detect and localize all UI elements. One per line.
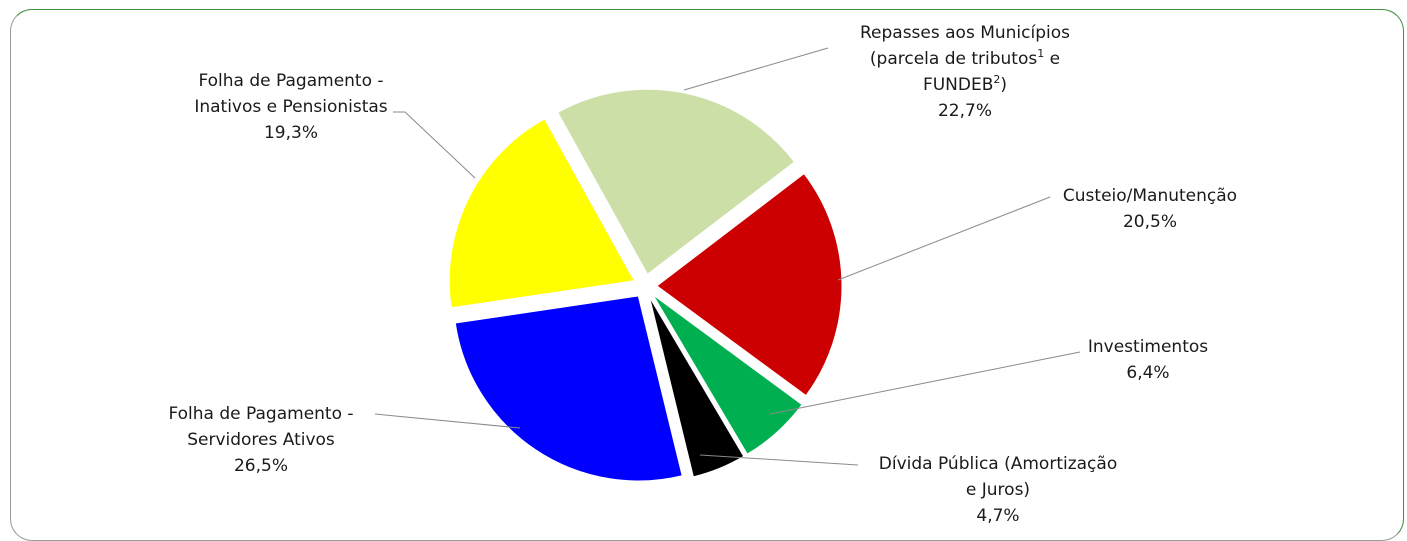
leader-line bbox=[699, 454, 859, 466]
leader-line bbox=[837, 196, 1051, 281]
leader-line bbox=[769, 351, 1081, 415]
slice-label: Dívida Pública (Amortização e Juros) 4,7% bbox=[879, 454, 1117, 526]
pie-slice bbox=[656, 172, 843, 397]
leader-line bbox=[393, 111, 476, 179]
pie-slice bbox=[454, 295, 683, 482]
slice-label: Custeio/Manutenção 20,5% bbox=[1063, 186, 1237, 232]
pie-slice bbox=[448, 118, 636, 309]
pie-slice bbox=[557, 88, 796, 276]
leader-line bbox=[683, 47, 829, 91]
slice-label: Folha de Pagamento -Inativos e Pensionis… bbox=[194, 71, 387, 143]
pie-slice bbox=[652, 294, 803, 455]
leader-line bbox=[374, 413, 521, 429]
slice-label: Repasses aos Municípios (parcela de tribu… bbox=[860, 23, 1070, 121]
pie-slice bbox=[649, 296, 745, 478]
slice-label: Folha de Pagamento -Servidores Ativos 26,… bbox=[168, 404, 353, 476]
slice-label: Investimentos 6,4% bbox=[1088, 337, 1208, 383]
